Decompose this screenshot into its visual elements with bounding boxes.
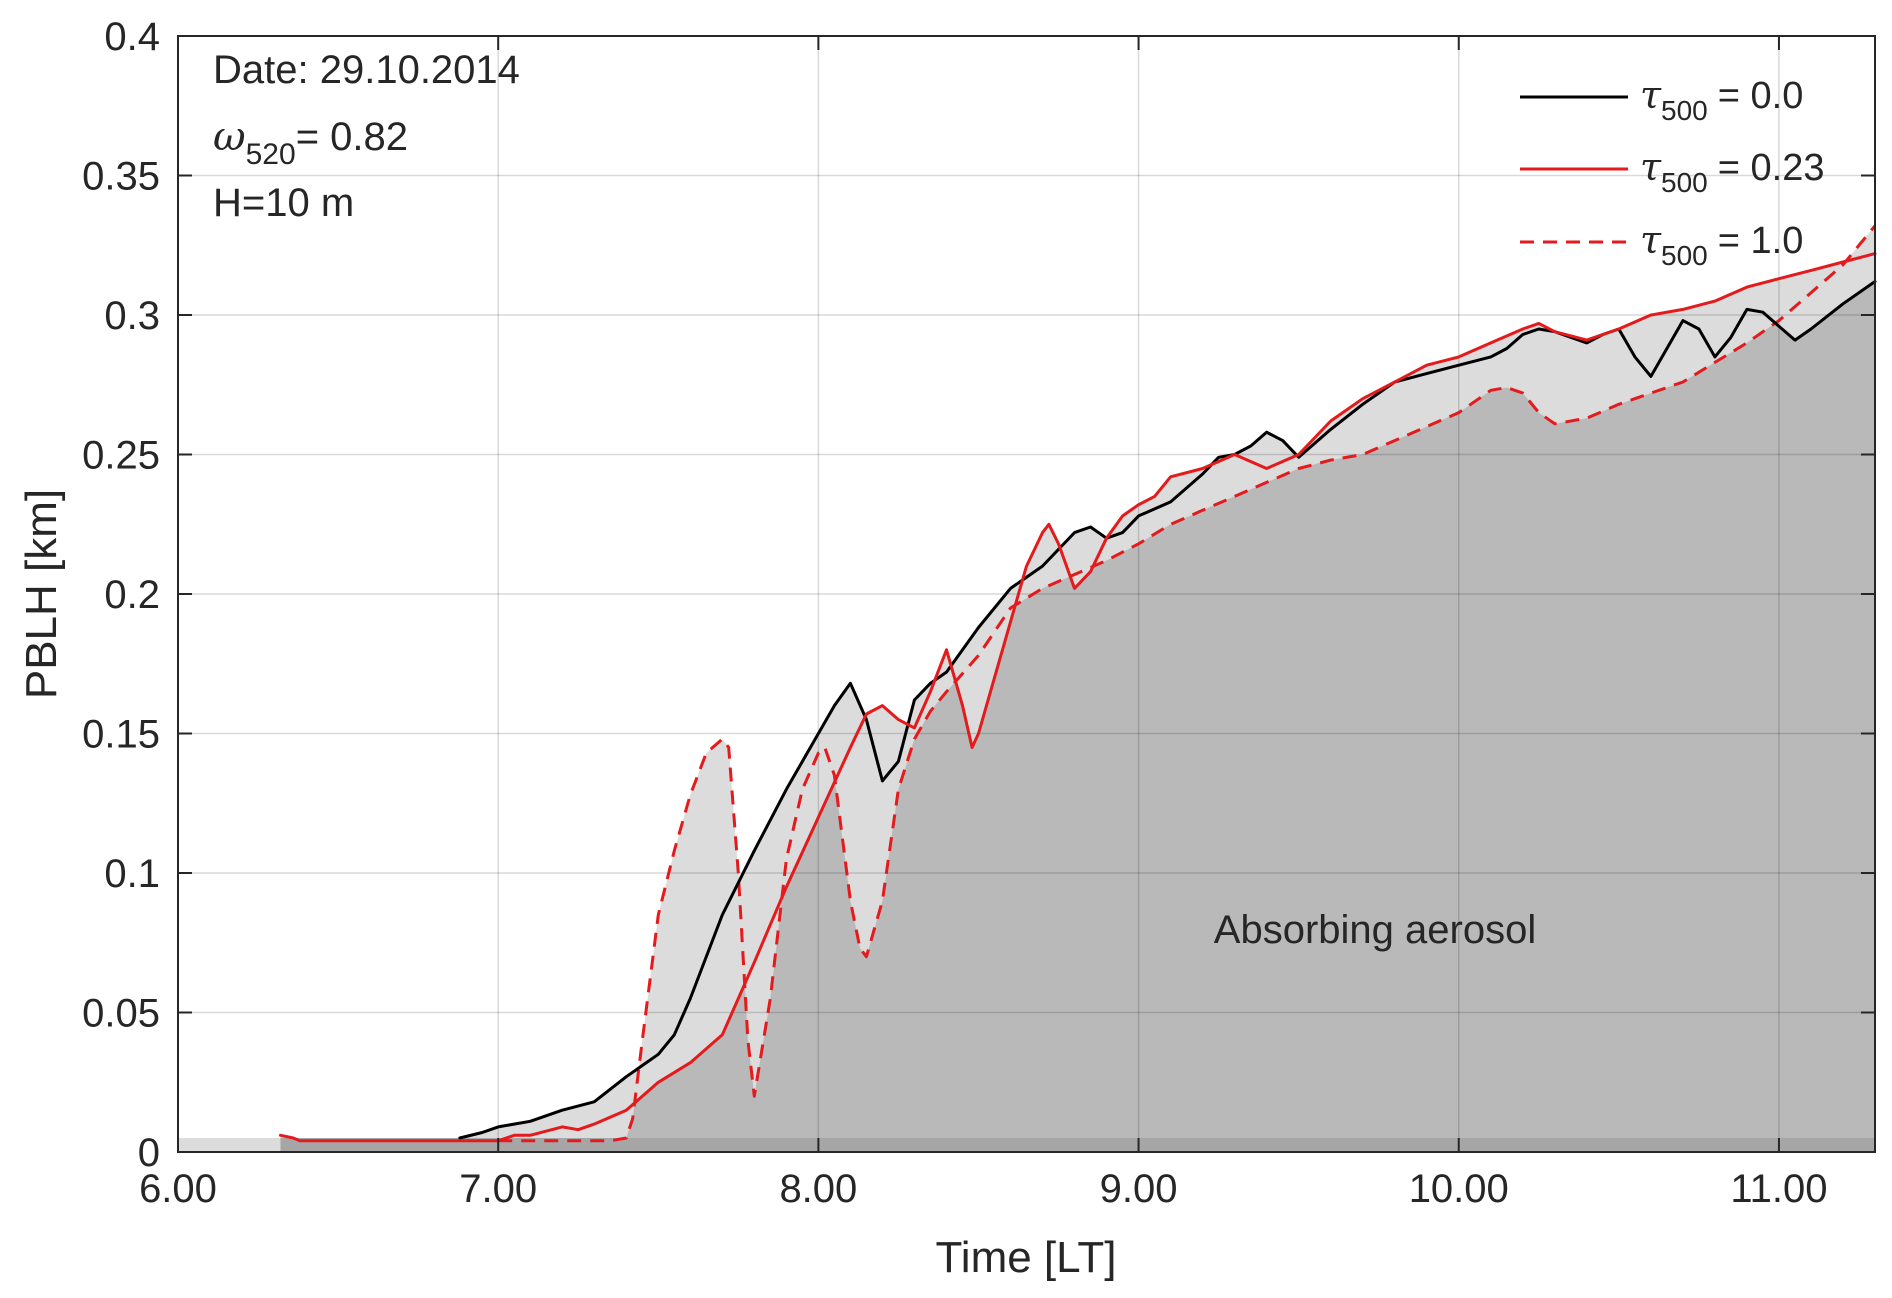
legend-value-0: = 0.0 [1718, 75, 1804, 117]
legend-value-1: = 0.23 [1718, 147, 1825, 189]
legend-subscript-0: 500 [1661, 95, 1708, 126]
legend-symbol-1: τ [1640, 145, 1662, 189]
x-tick-label-5: 11.00 [1730, 1167, 1827, 1211]
y-tick-label-8: 0.4 [104, 15, 160, 59]
grid-layer [178, 36, 1875, 1152]
fill-baseline-strip [280, 1138, 1875, 1152]
x-tick-label-1: 7.00 [459, 1167, 537, 1211]
y-tick-label-1: 0.05 [82, 992, 160, 1036]
x-tick-label-4: 10.00 [1409, 1167, 1509, 1211]
legend-label-2: τ500 = 1.0 [1640, 218, 1803, 271]
y-tick-label-2: 0.1 [104, 852, 160, 896]
x-axis-label: Time [LT] [936, 1233, 1117, 1282]
y-tick-label-4: 0.2 [104, 573, 160, 617]
series-layer [279, 224, 1877, 1143]
fill-baseline-left [178, 1138, 281, 1152]
omega-symbol: ω [213, 114, 246, 160]
legend-label-0: τ500 = 0.0 [1640, 73, 1803, 126]
date-annotation: Date: 29.10.2014 [213, 48, 520, 92]
y-axis-label: PBLH [km] [17, 489, 66, 699]
legend-value-2: = 1.0 [1718, 220, 1804, 262]
y-tick-label-0: 0 [138, 1131, 160, 1175]
legend-subscript-2: 500 [1661, 240, 1708, 271]
y-tick-label-5: 0.25 [82, 434, 160, 478]
omega-subscript: 520 [246, 138, 296, 171]
omega-annotation: ω520= 0.82 [213, 114, 408, 171]
omega-value: = 0.82 [296, 115, 408, 159]
tick-layer: 6.00 7.00 8.00 9.00 10.00 11.00 0 0.05 0.1 0.15 0.… [82, 15, 1875, 1211]
region-label: Absorbing aerosol [1214, 908, 1536, 952]
legend-subscript-1: 500 [1661, 167, 1708, 198]
height-annotation: H=10 m [213, 181, 354, 225]
legend-label-1: τ500 = 0.23 [1640, 145, 1824, 198]
x-tick-label-3: 9.00 [1100, 1167, 1178, 1211]
series-line-0 [458, 280, 1877, 1140]
x-tick-label-0: 6.00 [139, 1167, 217, 1211]
series-line-2 [498, 224, 1877, 1143]
series-line-1 [279, 252, 1877, 1143]
fill-dark-region [280, 281, 1875, 1152]
legend-symbol-0: τ [1640, 73, 1662, 117]
x-tick-label-2: 8.00 [779, 1167, 857, 1211]
legend-symbol-2: τ [1640, 218, 1662, 262]
y-tick-label-6: 0.3 [104, 294, 160, 338]
fill-layer [178, 225, 1875, 1152]
y-tick-label-3: 0.15 [82, 713, 160, 757]
legend: τ500 = 0.0 τ500 = 0.23 τ500 = 1.0 [1520, 73, 1824, 271]
y-tick-label-7: 0.35 [82, 155, 160, 199]
